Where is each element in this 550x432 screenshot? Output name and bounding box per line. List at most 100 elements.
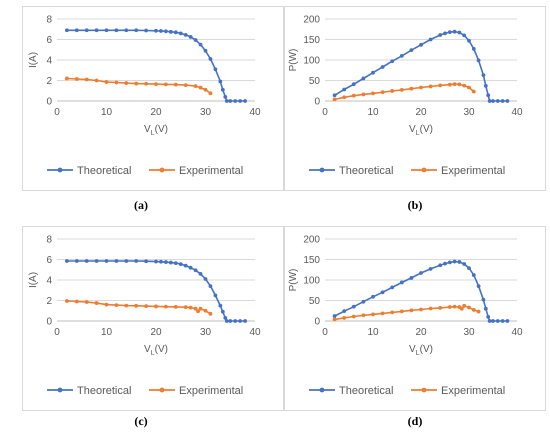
data-point-theoretical bbox=[164, 260, 168, 264]
data-point-experimental bbox=[409, 308, 414, 313]
y-tick-label: 4 bbox=[46, 276, 52, 287]
data-point-theoretical bbox=[84, 28, 89, 33]
data-point-theoretical bbox=[168, 260, 173, 265]
data-point-theoretical bbox=[168, 29, 173, 34]
y-tick-label: 2 bbox=[46, 76, 52, 87]
series-line-theoretical bbox=[66, 260, 246, 322]
data-point-experimental bbox=[164, 82, 168, 87]
data-point-theoretical bbox=[351, 82, 356, 87]
data-point-experimental bbox=[351, 93, 356, 98]
data-point-experimental bbox=[208, 91, 213, 96]
x-tick-label: 30 bbox=[463, 327, 475, 338]
data-point-experimental bbox=[104, 302, 109, 307]
data-point-experimental bbox=[208, 311, 213, 316]
data-point-experimental bbox=[409, 86, 414, 91]
data-point-experimental bbox=[124, 303, 129, 308]
data-point-theoretical bbox=[94, 259, 99, 263]
x-axis-label: VL(V) bbox=[144, 124, 168, 137]
chart-a: 0 2 4 6 8 0 10 20 30 40 I(A) VL(V) Theoretical Experi… bbox=[28, 15, 261, 178]
data-point-theoretical bbox=[447, 260, 452, 265]
data-point-theoretical bbox=[409, 276, 414, 280]
caption-c: (c) bbox=[134, 414, 148, 428]
data-point-theoretical bbox=[223, 316, 228, 320]
data-point-theoretical bbox=[409, 48, 414, 53]
data-point-experimental bbox=[84, 77, 89, 82]
data-point-theoretical bbox=[178, 31, 183, 36]
data-point-theoretical bbox=[203, 48, 208, 53]
data-point-theoretical bbox=[491, 319, 495, 323]
data-point-experimental bbox=[74, 299, 79, 304]
y-tick-label: 50 bbox=[309, 76, 321, 87]
x-tick-label: 30 bbox=[463, 107, 475, 118]
x-tick-label: 0 bbox=[322, 107, 328, 118]
x-tick-label: 10 bbox=[367, 107, 379, 118]
data-point-experimental bbox=[332, 97, 337, 102]
x-axis-label: VL(V) bbox=[409, 344, 433, 357]
data-point-experimental bbox=[438, 83, 443, 88]
data-point-theoretical bbox=[144, 259, 148, 264]
data-point-experimental bbox=[74, 77, 79, 81]
x-tick-label: 30 bbox=[200, 107, 212, 118]
data-point-theoretical bbox=[505, 99, 510, 103]
legend-marker-experimental bbox=[421, 387, 427, 393]
y-tick-label: 0 bbox=[314, 317, 320, 328]
legend-marker-experimental bbox=[421, 167, 427, 173]
data-point-theoretical bbox=[114, 28, 119, 33]
chart-b: 0 50 100 150 200 0 10 20 30 40 P(W) VL(V) Theoretica… bbox=[288, 15, 523, 178]
series-line-experimental bbox=[334, 83, 475, 101]
data-point-theoretical bbox=[486, 93, 491, 98]
data-point-theoretical bbox=[203, 277, 208, 281]
data-point-theoretical bbox=[457, 260, 462, 264]
data-point-theoretical bbox=[438, 33, 443, 37]
data-point-theoretical bbox=[104, 28, 109, 33]
data-point-experimental bbox=[457, 82, 462, 87]
data-point-experimental bbox=[471, 308, 476, 312]
chart-panel-d: 0 50 100 150 200 0 10 20 30 40 P(W) VL(V) Theoretica… bbox=[284, 226, 546, 411]
data-point-theoretical bbox=[443, 31, 447, 36]
data-point-theoretical bbox=[233, 319, 238, 323]
chart-panel-c: 0 2 4 6 8 0 10 20 30 40 I(A) VL(V) Theoretical Experi… bbox=[22, 226, 284, 411]
data-point-theoretical bbox=[238, 319, 243, 323]
data-point-theoretical bbox=[481, 297, 486, 302]
series-line-experimental bbox=[334, 304, 479, 321]
chart-panel-b: 0 50 100 150 200 0 10 20 30 40 P(W) VL(V) Theoretica… bbox=[284, 6, 546, 191]
x-tick-label: 20 bbox=[415, 107, 427, 118]
data-point-experimental bbox=[183, 305, 188, 310]
data-point-experimental bbox=[452, 304, 457, 309]
data-point-theoretical bbox=[495, 99, 500, 103]
data-point-theoretical bbox=[65, 28, 69, 33]
data-point-theoretical bbox=[428, 37, 433, 42]
data-point-theoretical bbox=[371, 294, 375, 299]
data-point-experimental bbox=[203, 308, 208, 313]
data-point-theoretical bbox=[487, 99, 492, 103]
data-point-theoretical bbox=[419, 42, 423, 47]
data-point-theoretical bbox=[159, 29, 163, 33]
x-tick-label: 40 bbox=[249, 107, 261, 118]
caption-a: (a) bbox=[134, 198, 148, 212]
data-point-theoretical bbox=[213, 67, 218, 72]
data-point-theoretical bbox=[428, 267, 433, 271]
data-point-experimental bbox=[467, 305, 471, 310]
chart-c: 0 2 4 6 8 0 10 20 30 40 I(A) VL(V) Theoretical Experi… bbox=[28, 235, 261, 398]
data-point-experimental bbox=[104, 80, 109, 84]
data-point-theoretical bbox=[193, 268, 198, 273]
data-point-theoretical bbox=[154, 28, 158, 33]
data-point-experimental bbox=[399, 88, 404, 92]
data-point-experimental bbox=[203, 87, 208, 92]
y-tick-label: 2 bbox=[46, 296, 52, 307]
series-line-theoretical bbox=[66, 29, 246, 102]
data-point-theoretical bbox=[467, 266, 471, 271]
chart-d: 0 50 100 150 200 0 10 20 30 40 P(W) VL(V) Theoretica… bbox=[288, 235, 523, 398]
y-tick-label: 150 bbox=[303, 255, 320, 266]
data-point-experimental bbox=[428, 84, 433, 89]
data-point-theoretical bbox=[443, 261, 447, 266]
legend-marker-experimental bbox=[159, 387, 165, 393]
data-point-experimental bbox=[154, 304, 158, 309]
data-point-theoretical bbox=[134, 259, 139, 263]
legend-label-theoretical: Theoretical bbox=[339, 165, 393, 177]
data-point-experimental bbox=[452, 82, 457, 87]
data-point-theoretical bbox=[198, 42, 203, 47]
legend-marker-theoretical bbox=[319, 387, 325, 393]
y-tick-label: 50 bbox=[309, 296, 321, 307]
data-point-theoretical bbox=[505, 319, 510, 323]
